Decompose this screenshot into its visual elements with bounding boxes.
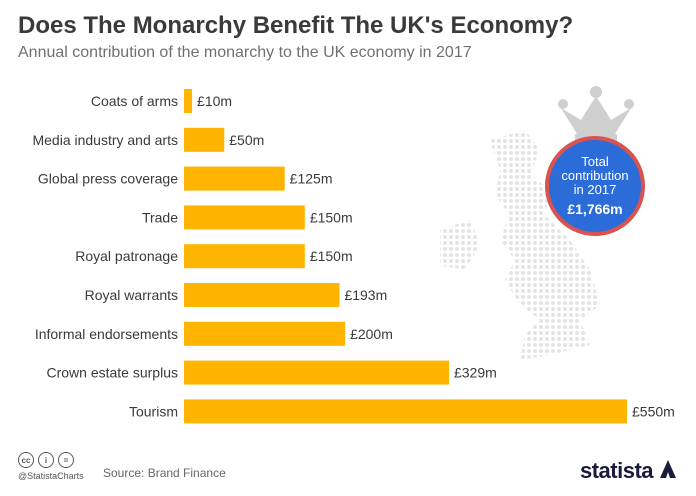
data-label: £329m [454, 365, 497, 381]
badge-value: £1,766m [567, 201, 623, 217]
bar [184, 399, 627, 424]
data-label: £200m [350, 326, 393, 342]
uk-map-icon [440, 130, 600, 360]
badge-line-2: contribution [561, 168, 629, 183]
category-label: Royal patronage [75, 248, 178, 264]
statista-logo: statista [580, 458, 654, 483]
data-label: £193m [344, 287, 387, 303]
category-label: Coats of arms [91, 93, 178, 109]
bar [184, 244, 305, 269]
data-label: £50m [229, 132, 264, 148]
chart-subtitle: Annual contribution of the monarchy to t… [18, 44, 472, 61]
bar-chart: Coats of arms £10m Media industry and arts… [32, 89, 675, 424]
data-label: £125m [290, 171, 333, 187]
bar [184, 166, 285, 191]
category-label: Royal warrants [85, 287, 178, 303]
bar [184, 89, 193, 113]
chart-title: Does The Monarchy Benefit The UK's Econo… [18, 12, 574, 39]
source-note: Source: Brand Finance [103, 466, 226, 480]
data-label: £10m [197, 93, 232, 109]
category-label: Media industry and arts [32, 132, 178, 148]
no-derivatives-icon: = [58, 452, 74, 468]
bar [184, 321, 346, 346]
category-label: Trade [142, 209, 178, 225]
bar [184, 283, 340, 307]
cc-icon: cc [18, 452, 34, 468]
total-contribution-badge: Total contribution in 2017 £1,766m [545, 136, 645, 236]
statista-handle: @StatistaCharts [18, 471, 84, 481]
data-label: £150m [310, 248, 353, 264]
category-label: Global press coverage [38, 171, 178, 187]
license-block: cc i = @StatistaCharts [18, 452, 118, 492]
category-label: Crown estate surplus [46, 365, 178, 381]
category-label: Tourism [129, 403, 178, 419]
badge-line-3: in 2017 [573, 182, 617, 197]
bar [184, 127, 225, 152]
data-label: £150m [310, 209, 353, 225]
category-label: Informal endorsements [35, 326, 178, 342]
attribution-icon: i [38, 452, 54, 468]
bar [184, 205, 305, 230]
data-label: £550m [632, 403, 675, 419]
statista-logo-mark-icon [660, 460, 676, 478]
bar [184, 360, 449, 385]
badge-line-1: Total [581, 154, 609, 169]
